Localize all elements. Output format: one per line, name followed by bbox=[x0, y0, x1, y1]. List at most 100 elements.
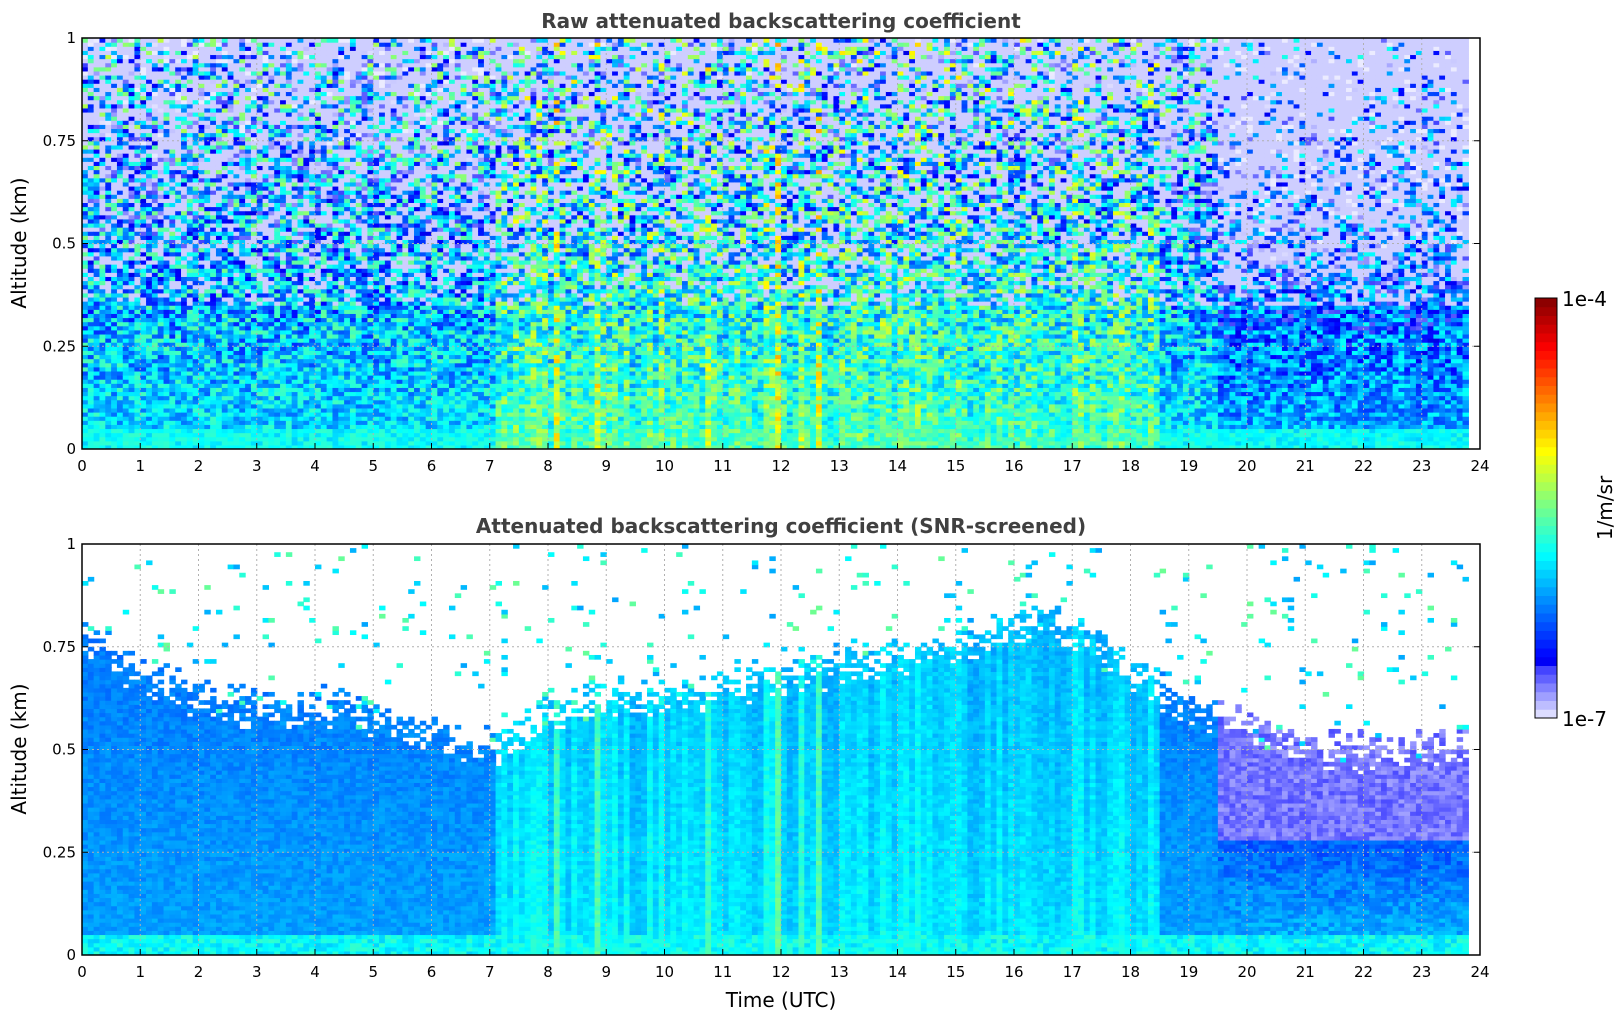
raw-heat-cell bbox=[257, 248, 263, 253]
raw-heat-cell bbox=[210, 354, 216, 359]
raw-heat-cell bbox=[263, 153, 269, 158]
raw-heat-cell bbox=[210, 174, 216, 179]
raw-heat-cell bbox=[298, 182, 304, 187]
raw-heat-cell bbox=[210, 412, 216, 417]
raw-heat-cell bbox=[88, 161, 94, 166]
raw-heat-cell bbox=[99, 400, 105, 405]
raw-heat-cell bbox=[123, 248, 129, 253]
raw-heat-cell bbox=[123, 165, 129, 170]
raw-heat-cell bbox=[123, 371, 129, 376]
raw-heat-cell bbox=[350, 317, 356, 322]
raw-heat-cell bbox=[94, 207, 100, 212]
raw-heat-cell bbox=[99, 371, 105, 376]
raw-heat-cell bbox=[344, 280, 350, 285]
raw-heat-cell bbox=[327, 219, 333, 224]
raw-heat-cell bbox=[222, 190, 228, 195]
raw-heat-cell bbox=[181, 354, 187, 359]
raw-heat-cell bbox=[268, 350, 274, 355]
raw-heat-cell bbox=[362, 371, 368, 376]
raw-heat-cell bbox=[94, 186, 100, 191]
raw-heat-cell bbox=[321, 301, 327, 306]
raw-heat-cell bbox=[129, 235, 135, 240]
raw-heat-cell bbox=[332, 256, 338, 261]
raw-heat-cell bbox=[338, 50, 344, 55]
raw-heat-cell bbox=[175, 391, 181, 396]
raw-heat-cell bbox=[222, 141, 228, 146]
raw-heat-cell bbox=[327, 244, 333, 249]
raw-heat-cell bbox=[175, 79, 181, 84]
raw-heat-cell bbox=[303, 42, 309, 47]
raw-heat-cell bbox=[140, 149, 146, 154]
raw-heat-cell bbox=[175, 400, 181, 405]
raw-heat-cell bbox=[146, 317, 152, 322]
raw-heat-cell bbox=[274, 174, 280, 179]
raw-heat-cell bbox=[286, 363, 292, 368]
raw-heat-cell bbox=[158, 186, 164, 191]
raw-heat-cell bbox=[152, 54, 158, 59]
raw-heat-cell bbox=[199, 354, 205, 359]
raw-heat-cell bbox=[327, 383, 333, 388]
raw-heat-cell bbox=[210, 424, 216, 429]
raw-heat-cell bbox=[117, 231, 123, 236]
raw-heat-cell bbox=[129, 371, 135, 376]
raw-heat-cell bbox=[332, 383, 338, 388]
raw-heat-cell bbox=[303, 215, 309, 220]
raw-heat-cell bbox=[350, 387, 356, 392]
raw-heat-cell bbox=[245, 227, 251, 232]
raw-heat-cell bbox=[263, 182, 269, 187]
raw-heat-cell bbox=[158, 161, 164, 166]
raw-heat-cell bbox=[111, 326, 117, 331]
raw-heat-cell bbox=[245, 244, 251, 249]
raw-heat-cell bbox=[187, 408, 193, 413]
raw-heat-cell bbox=[286, 194, 292, 199]
raw-heat-cell bbox=[123, 359, 129, 364]
raw-heat-cell bbox=[257, 268, 263, 273]
raw-heat-cell bbox=[321, 157, 327, 162]
raw-heat-cell bbox=[199, 153, 205, 158]
raw-heat-cell bbox=[82, 174, 88, 179]
raw-heat-cell bbox=[99, 178, 105, 183]
raw-heat-cell bbox=[228, 96, 234, 101]
raw-heat-cell bbox=[94, 280, 100, 285]
raw-heat-cell bbox=[199, 252, 205, 257]
raw-heat-cell bbox=[280, 133, 286, 138]
raw-heat-cell bbox=[164, 276, 170, 281]
raw-heat-cell bbox=[344, 59, 350, 64]
raw-heat-cell bbox=[129, 227, 135, 232]
raw-heat-cell bbox=[239, 326, 245, 331]
raw-heat-cell bbox=[204, 112, 210, 117]
raw-heat-cell bbox=[158, 330, 164, 335]
raw-heat-cell bbox=[82, 231, 88, 236]
raw-heat-cell bbox=[187, 293, 193, 298]
raw-heat-cell bbox=[303, 293, 309, 298]
raw-heat-cell bbox=[280, 174, 286, 179]
raw-heat-cell bbox=[344, 215, 350, 220]
raw-heat-cell bbox=[245, 112, 251, 117]
raw-heat-cell bbox=[129, 194, 135, 199]
raw-heat-cell bbox=[344, 202, 350, 207]
raw-heat-cell bbox=[338, 157, 344, 162]
raw-heat-cell bbox=[152, 400, 158, 405]
raw-heat-cell bbox=[344, 161, 350, 166]
raw-heat-cell bbox=[338, 437, 344, 442]
raw-heat-cell bbox=[286, 186, 292, 191]
raw-heat-cell bbox=[263, 141, 269, 146]
raw-heat-cell bbox=[158, 408, 164, 413]
raw-heat-cell bbox=[303, 338, 309, 343]
raw-heat-cell bbox=[187, 96, 193, 101]
raw-heat-cell bbox=[228, 387, 234, 392]
raw-heat-cell bbox=[350, 383, 356, 388]
raw-heat-cell bbox=[239, 67, 245, 72]
raw-heat-cell bbox=[216, 157, 222, 162]
raw-heat-cell bbox=[210, 46, 216, 51]
raw-heat-cell bbox=[222, 133, 228, 138]
raw-heat-cell bbox=[129, 404, 135, 409]
raw-heat-cell bbox=[111, 211, 117, 216]
raw-heat-cell bbox=[146, 334, 152, 339]
raw-heat-cell bbox=[298, 202, 304, 207]
raw-heat-cell bbox=[204, 223, 210, 228]
raw-heat-cell bbox=[356, 346, 362, 351]
raw-heat-cell bbox=[268, 375, 274, 380]
raw-heat-cell bbox=[204, 215, 210, 220]
raw-heat-cell bbox=[245, 379, 251, 384]
